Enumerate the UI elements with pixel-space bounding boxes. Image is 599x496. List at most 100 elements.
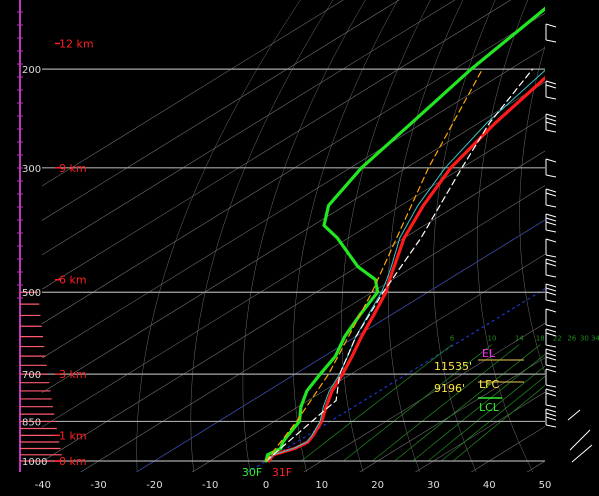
mixing-ratio-line bbox=[412, 354, 545, 462]
height-label: 12 km bbox=[59, 37, 94, 50]
temperature-axis-label: 10 bbox=[315, 480, 328, 491]
wind-barb-flag bbox=[545, 412, 557, 417]
wind-barb-flag bbox=[545, 213, 557, 218]
mixing-ratio-line bbox=[371, 344, 520, 462]
wind-barb-flag bbox=[545, 221, 557, 226]
dcape-trace-line bbox=[265, 68, 483, 462]
wind-barb-base bbox=[545, 96, 557, 100]
el-label: EL bbox=[482, 347, 496, 360]
mixing-ratio-line bbox=[394, 344, 541, 462]
wind-barb-base bbox=[545, 39, 557, 43]
wind-barb-base bbox=[545, 254, 557, 258]
wind-barb-base bbox=[545, 404, 557, 408]
wind-barb-flag bbox=[545, 258, 557, 263]
height-label: 6 km bbox=[59, 274, 87, 287]
wind-barb-shaft bbox=[569, 429, 591, 451]
lfc-height: 9196' bbox=[434, 382, 465, 395]
wind-barb-flag bbox=[545, 262, 557, 267]
dewpoint-line bbox=[264, 6, 545, 463]
wind-barb-base bbox=[545, 274, 557, 278]
wind-barb-base bbox=[545, 299, 557, 303]
profile-series bbox=[264, 6, 545, 463]
pressure-label: 700 bbox=[22, 370, 41, 381]
pressure-label: 200 bbox=[22, 65, 41, 76]
isotherm-line bbox=[42, 150, 545, 462]
wind-barb-flag bbox=[545, 238, 557, 243]
wind-barb-base bbox=[545, 324, 557, 328]
wind-barb-flag bbox=[545, 388, 557, 393]
wind-barb-flag bbox=[545, 348, 557, 353]
lcl-label: LCL bbox=[479, 401, 500, 414]
dry-adiabat-line bbox=[519, 45, 545, 374]
wind-barb-base bbox=[545, 229, 557, 233]
wind-barb-flag bbox=[545, 287, 557, 292]
wind-barb-flag bbox=[545, 217, 557, 222]
isotherm-line bbox=[42, 0, 400, 221]
mixing-ratio-label: 14 bbox=[515, 335, 524, 343]
pressure-label: 300 bbox=[22, 164, 41, 175]
wind-barb-flag bbox=[545, 121, 557, 126]
dry-adiabat-line bbox=[190, 0, 334, 472]
dry-adiabat-line bbox=[242, 0, 366, 472]
isotherm-line bbox=[42, 47, 545, 359]
mixing-ratio-label: 34 bbox=[591, 335, 599, 343]
parcel-levels: EL 11535' LFC 9196' LCL bbox=[434, 347, 524, 414]
minus20-isotherm-line bbox=[135, 219, 545, 472]
isotherm-line bbox=[42, 81, 545, 393]
zero-isotherm-line bbox=[247, 288, 545, 472]
wind-barb-flag bbox=[545, 158, 557, 163]
height-label: 0 km bbox=[59, 455, 87, 468]
wind-barb-flag bbox=[545, 80, 557, 85]
surface-temperature-label: 30F bbox=[242, 466, 262, 479]
isotherm-line bbox=[80, 185, 545, 472]
wind-barb-base bbox=[545, 424, 557, 428]
wind-barb-flag bbox=[545, 188, 557, 193]
mixing-ratio-line bbox=[427, 365, 545, 462]
height-label: 1 km bbox=[59, 429, 87, 442]
pressure-label: 850 bbox=[22, 417, 41, 428]
wind-barb-base bbox=[545, 344, 557, 348]
mixing-ratio-label: 26 bbox=[567, 335, 576, 343]
wind-barb-flag bbox=[545, 408, 557, 413]
wind-barb-base bbox=[545, 174, 557, 178]
wind-barb-flag bbox=[545, 332, 557, 337]
mixing-ratio-label: 6 bbox=[450, 335, 455, 343]
wind-barb-flag bbox=[545, 113, 557, 118]
wind-barb-flag bbox=[545, 308, 557, 313]
isotherm-line bbox=[42, 0, 456, 256]
mixing-ratio-label: 10 bbox=[487, 335, 496, 343]
mixing-ratio-label: 22 bbox=[553, 335, 562, 343]
grid-lines bbox=[42, 0, 545, 472]
wind-barb-shaft bbox=[567, 409, 581, 421]
wind-barb-base bbox=[545, 364, 557, 368]
lfc-label: LFC bbox=[479, 378, 499, 391]
mixing-ratio-line bbox=[440, 375, 545, 462]
isotherm-line bbox=[42, 12, 545, 325]
isotherm-line bbox=[303, 322, 545, 472]
temperature-axis-label: -20 bbox=[146, 480, 162, 491]
mixing-ratio-label: 18 bbox=[536, 335, 545, 343]
temperature-axis-label: 50 bbox=[539, 480, 552, 491]
mixing-ratio-line bbox=[452, 385, 545, 462]
pressure-label: 500 bbox=[22, 288, 41, 299]
mixing-ratio-label: 30 bbox=[580, 335, 589, 343]
temperature-axis-label: 30 bbox=[427, 480, 440, 491]
temperature-axis-label: 20 bbox=[371, 480, 384, 491]
parcel-path-line bbox=[265, 68, 534, 462]
el-height: 11535' bbox=[434, 360, 472, 373]
temperature-axis-label: -40 bbox=[35, 480, 51, 491]
temperature-line bbox=[267, 75, 545, 463]
wind-barb-flag bbox=[545, 23, 557, 28]
wind-barb-flag bbox=[545, 352, 557, 357]
wind-barb-shaft bbox=[571, 444, 593, 463]
wind-barb-base bbox=[545, 384, 557, 388]
wind-barb-flag bbox=[545, 356, 557, 361]
temperature-axis-label: 0 bbox=[263, 480, 269, 491]
isobar-lines bbox=[42, 68, 545, 462]
wind-barb-flag bbox=[545, 291, 557, 296]
surface-dewpoint-label: 31F bbox=[272, 466, 292, 479]
dry-adiabat-line bbox=[136, 0, 301, 472]
wind-barb-flag bbox=[545, 283, 557, 288]
